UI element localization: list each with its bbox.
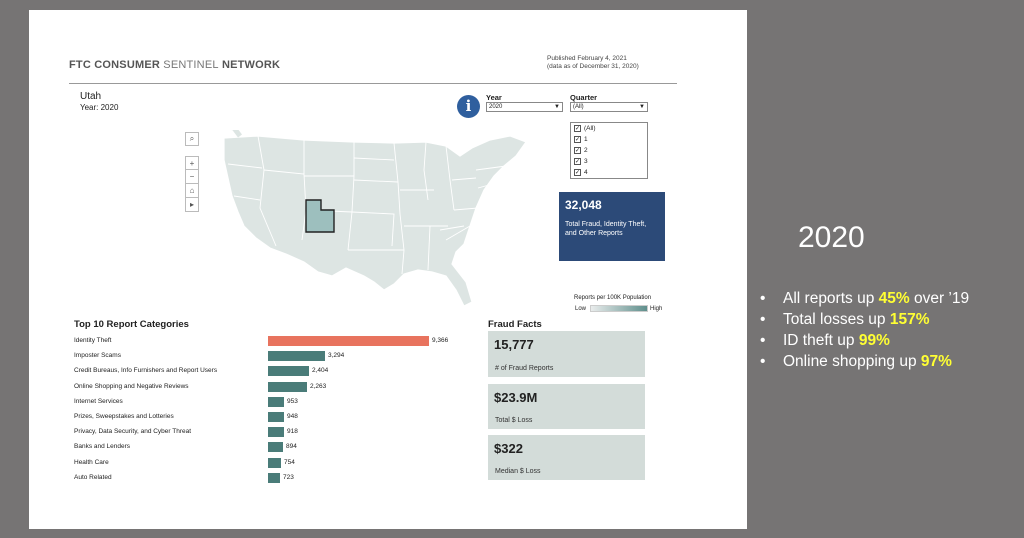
fraud-facts-title: Fraud Facts xyxy=(488,319,542,330)
home-icon: ⌂ xyxy=(189,186,195,195)
slide-bullet-list: All reports up 45% over ’19 Total losses… xyxy=(760,288,1024,372)
category-label: Prizes, Sweepstakes and Lotteries xyxy=(74,413,174,420)
washington-peninsula xyxy=(231,130,242,138)
dashboard-card: FTC CONSUMER SENTINEL NETWORK Published … xyxy=(29,10,747,529)
category-value: 2,404 xyxy=(312,367,329,375)
map-home-button[interactable]: ⌂ xyxy=(185,184,199,198)
category-label: Credit Bureaus, Info Furnishers and Repo… xyxy=(74,367,218,375)
category-bar[interactable] xyxy=(268,351,325,362)
checkbox-checked-icon[interactable]: ✓ xyxy=(574,158,581,165)
published-date: Published February 4, 2021 (data as of D… xyxy=(547,55,639,70)
total-loss-label: Total $ Loss xyxy=(495,417,533,424)
plus-icon: + xyxy=(189,159,195,168)
median-loss-label: Median $ Loss xyxy=(495,468,541,475)
fraud-reports-card: 15,777 # of Fraud Reports xyxy=(488,331,645,377)
year-filter-label: Year xyxy=(486,93,502,102)
category-value: 9,366 xyxy=(432,337,449,344)
category-value: 953 xyxy=(287,397,298,405)
us-landmass xyxy=(223,135,527,307)
year-subtitle: Year: 2020 xyxy=(80,103,119,112)
map-pan-button[interactable]: ▸ xyxy=(185,198,199,212)
quarter-option-1[interactable]: ✓ 1 xyxy=(574,136,588,144)
total-reports-value: 32,048 xyxy=(565,198,602,212)
total-reports-label: Total Fraud, Identity Theft, and Other R… xyxy=(565,221,647,237)
chevron-down-icon: ▼ xyxy=(554,104,560,110)
quarter-option-3[interactable]: ✓ 3 xyxy=(574,158,588,166)
category-label: Imposter Scams xyxy=(74,352,121,360)
category-value: 894 xyxy=(286,443,297,451)
slide-year-heading: 2020 xyxy=(798,221,865,254)
bullet-online-shopping: Online shopping up 97% xyxy=(760,351,1024,372)
category-label: Identity Theft xyxy=(74,337,112,344)
legend-gradient xyxy=(590,305,648,312)
category-label: Privacy, Data Security, and Cyber Threat xyxy=(74,428,192,436)
zoom-in-button[interactable]: + xyxy=(185,156,199,170)
category-bar[interactable] xyxy=(268,412,284,422)
category-bar[interactable] xyxy=(268,442,283,453)
checkbox-checked-icon[interactable]: ✓ xyxy=(574,136,581,143)
checkbox-checked-icon[interactable]: ✓ xyxy=(574,147,581,154)
utah-state[interactable] xyxy=(305,199,335,233)
legend-low-label: Low xyxy=(575,306,587,312)
quarter-filter-label: Quarter xyxy=(570,93,598,102)
category-bar[interactable] xyxy=(268,472,280,483)
ftc-brand-title: FTC CONSUMER SENTINEL NETWORK xyxy=(69,59,281,71)
fraud-reports-label: # of Fraud Reports xyxy=(495,365,554,372)
category-label: Auto Related xyxy=(74,473,112,481)
bullet-all-reports: All reports up 45% over ’19 xyxy=(760,288,1024,309)
checkbox-checked-icon[interactable]: ✓ xyxy=(574,169,581,176)
minus-icon: − xyxy=(189,172,195,181)
category-bar[interactable] xyxy=(268,427,284,438)
quarter-dropdown[interactable]: (All) ▼ xyxy=(570,102,648,112)
us-map[interactable] xyxy=(214,130,544,310)
category-value: 918 xyxy=(287,428,298,436)
category-bar[interactable] xyxy=(268,457,281,468)
legend-high-label: High xyxy=(650,306,663,312)
category-label: Health Care xyxy=(74,458,109,466)
category-bar[interactable] xyxy=(268,336,429,346)
checkbox-checked-icon[interactable]: ✓ xyxy=(574,125,581,132)
category-value: 754 xyxy=(284,458,295,466)
top10-title: Top 10 Report Categories xyxy=(74,319,189,330)
year-dropdown[interactable]: 2020 ▼ xyxy=(486,102,563,112)
quarter-option-2[interactable]: ✓ 2 xyxy=(574,147,588,155)
legend-title: Reports per 100K Population xyxy=(574,295,652,301)
total-reports-card: 32,048 Total Fraud, Identity Theft, and … xyxy=(559,192,665,261)
map-zoom-controls: + − ⌂ ▸ xyxy=(185,156,199,212)
median-loss-value: $322 xyxy=(494,441,523,456)
map-search-button[interactable]: ⌕ xyxy=(185,132,199,146)
zoom-out-button[interactable]: − xyxy=(185,170,199,184)
play-icon: ▸ xyxy=(189,200,194,209)
category-bar[interactable] xyxy=(268,396,284,407)
chevron-down-icon: ▼ xyxy=(639,104,645,110)
state-name: Utah xyxy=(80,91,102,102)
category-label: Banks and Lenders xyxy=(74,443,131,451)
fraud-reports-value: 15,777 xyxy=(494,337,534,352)
category-label: Online Shopping and Negative Reviews xyxy=(74,382,189,390)
search-icon: ⌕ xyxy=(189,134,195,143)
quarter-options-list: ✓ (All) ✓ 1 ✓ 2 ✓ 3 ✓ 4 xyxy=(570,122,648,179)
category-value: 2,263 xyxy=(310,382,327,390)
bullet-total-losses: Total losses up 157% xyxy=(760,309,1024,330)
header-divider xyxy=(69,83,677,84)
quarter-option-all[interactable]: ✓ (All) xyxy=(574,125,596,133)
category-bar[interactable] xyxy=(268,381,307,392)
info-icon[interactable]: i xyxy=(457,95,480,118)
state-borders xyxy=(227,135,507,275)
total-loss-value: $23.9M xyxy=(494,390,538,405)
total-loss-card: $23.9M Total $ Loss xyxy=(488,384,645,429)
quarter-option-4[interactable]: ✓ 4 xyxy=(574,169,588,177)
median-loss-card: $322 Median $ Loss xyxy=(488,435,645,480)
bullet-id-theft: ID theft up 99% xyxy=(760,330,1024,351)
category-value: 948 xyxy=(287,413,298,420)
category-bar[interactable] xyxy=(268,366,309,377)
category-value: 3,294 xyxy=(328,352,345,360)
category-label: Internet Services xyxy=(74,397,123,405)
category-value: 723 xyxy=(283,473,294,481)
